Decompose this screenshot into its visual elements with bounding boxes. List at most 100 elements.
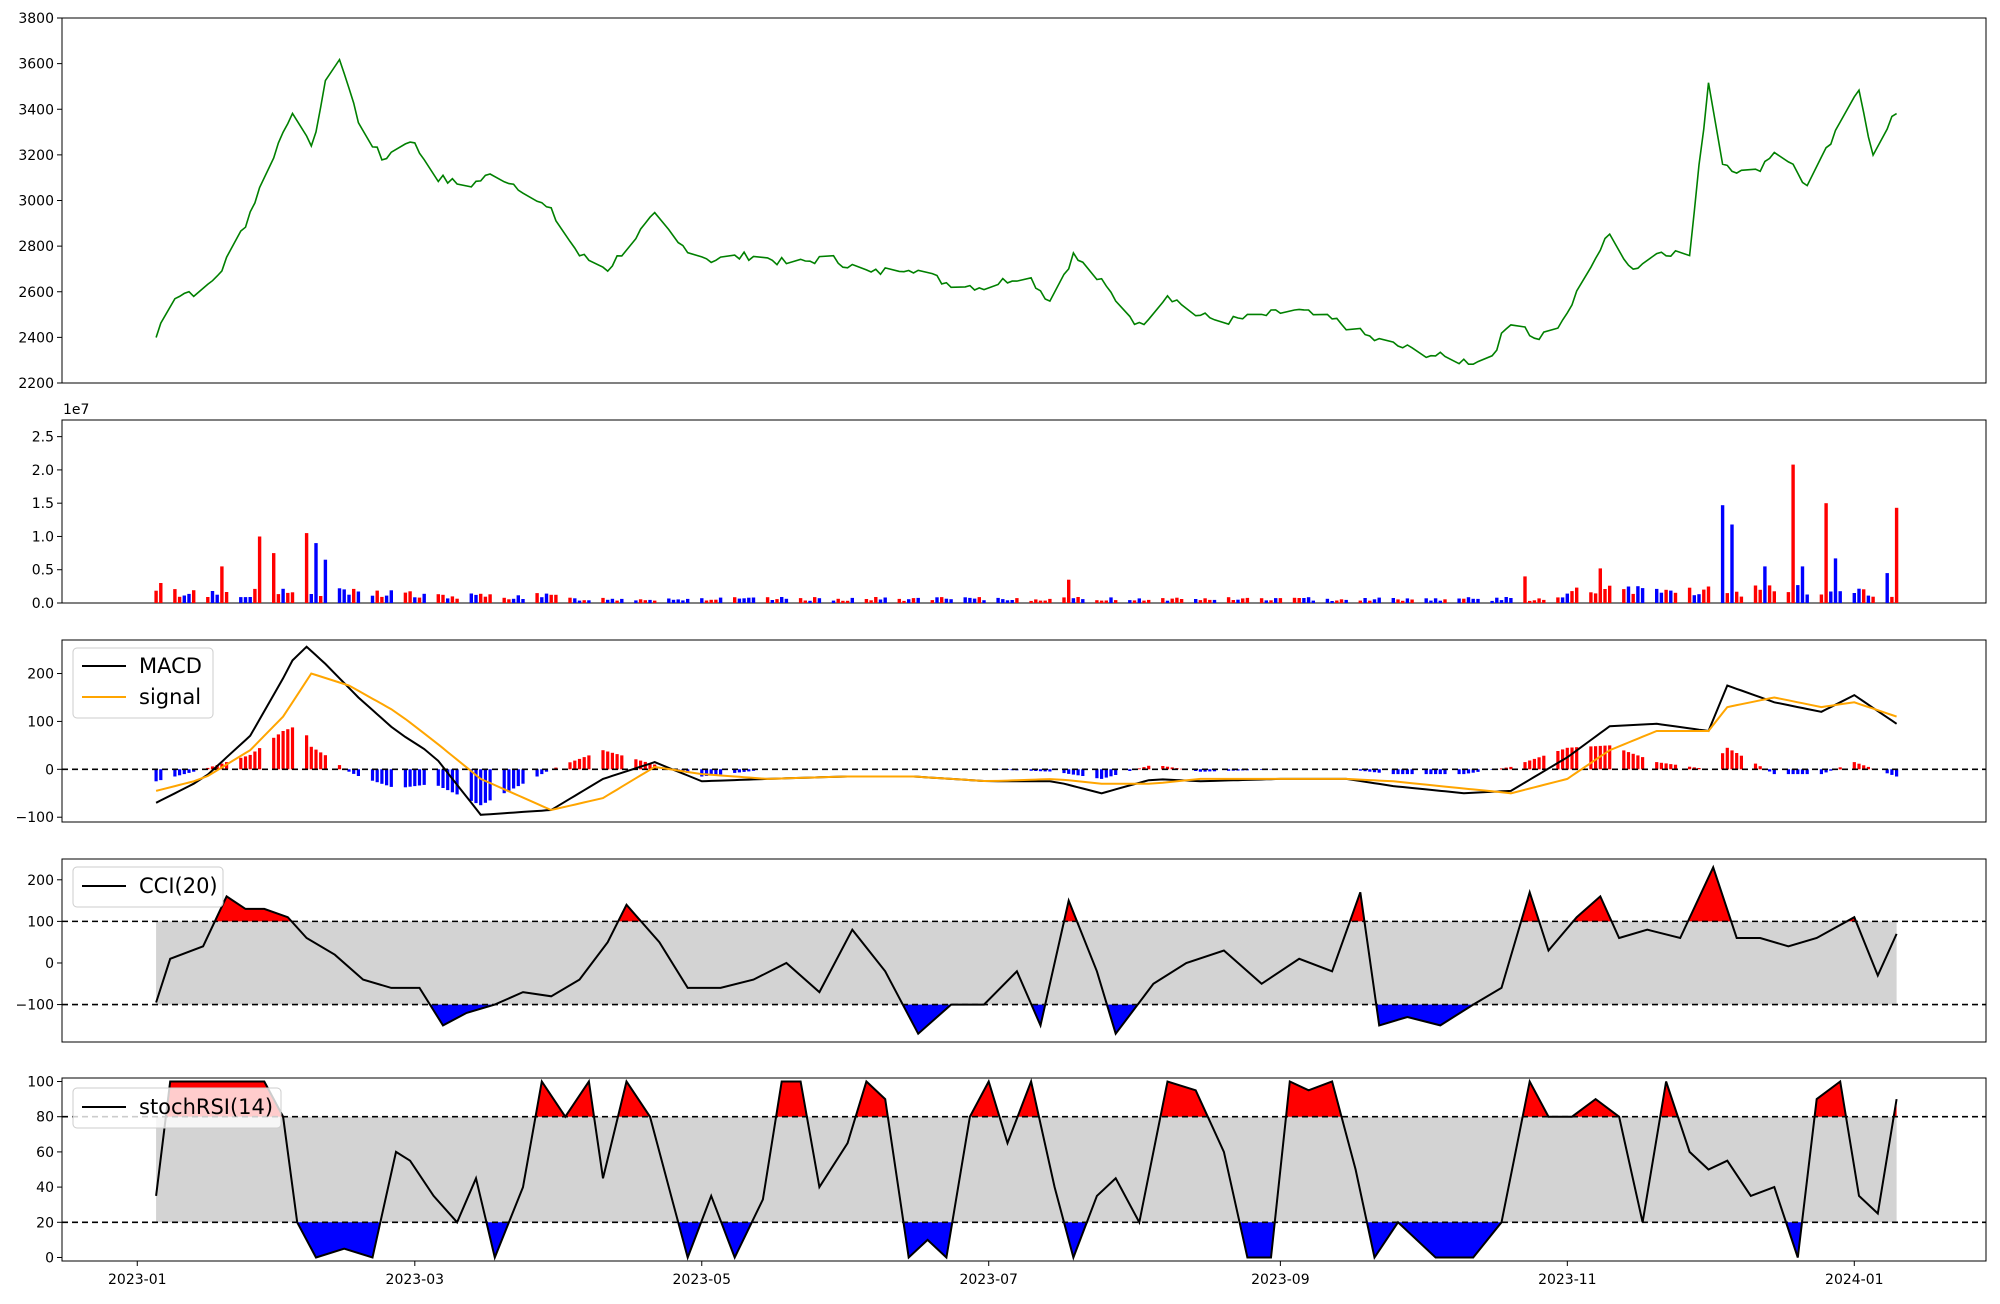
- stochrsi-ytick-label: 20: [36, 1215, 54, 1231]
- date-xtick-label: 2024-01: [1825, 1272, 1884, 1288]
- volume-bar: [310, 594, 313, 603]
- volume-bar: [437, 594, 440, 603]
- macd-histogram-bar: [512, 769, 515, 788]
- volume-bar: [474, 595, 477, 603]
- volume-bar: [742, 598, 745, 603]
- volume-bar: [1161, 598, 1164, 603]
- volume-bar: [357, 592, 360, 604]
- volume-bar: [1034, 599, 1037, 603]
- volume-bar: [1829, 592, 1832, 604]
- volume-bar: [343, 589, 346, 603]
- macd-histogram-bar: [437, 769, 440, 786]
- volume-bar: [1801, 566, 1804, 603]
- volume-bar: [418, 598, 421, 603]
- volume-bar: [535, 593, 538, 603]
- price-frame: [62, 18, 1986, 383]
- volume-bar: [1067, 580, 1070, 603]
- volume-bar: [281, 589, 284, 603]
- macd-histogram-bar: [1895, 769, 1898, 776]
- volume-bar: [1213, 600, 1216, 603]
- volume-bar: [1462, 599, 1465, 603]
- volume-bar: [1302, 598, 1305, 603]
- volume-bar: [1622, 589, 1625, 603]
- volume-bar: [945, 599, 948, 603]
- volume-bar: [973, 599, 976, 603]
- volume-bar: [239, 597, 242, 603]
- volume-bar: [1298, 598, 1301, 603]
- volume-bar: [935, 597, 938, 603]
- volume-bar: [1796, 585, 1799, 603]
- volume-bar: [1566, 594, 1569, 603]
- volume-bar: [644, 600, 647, 603]
- volume-bar: [253, 589, 256, 603]
- volume-bar: [1142, 601, 1145, 603]
- volume-bar: [601, 598, 604, 603]
- macd-histogram-bar: [155, 769, 158, 781]
- volume-bar: [545, 594, 548, 603]
- volume-bar: [512, 599, 515, 603]
- volume-bar: [1594, 593, 1597, 603]
- macd-histogram-bar: [719, 769, 722, 774]
- price-ytick-label: 3600: [18, 57, 54, 73]
- volume-bar: [1759, 590, 1762, 603]
- volume-bar: [286, 593, 289, 603]
- macd-histogram-bar: [291, 727, 294, 769]
- volume-bar: [1505, 597, 1508, 603]
- volume-ytick-label: 0.5: [32, 563, 54, 579]
- stochrsi-oversold-fill: [1240, 1222, 1275, 1257]
- volume-bar: [1265, 600, 1268, 603]
- volume-bar: [408, 591, 411, 603]
- volume-bar: [291, 592, 294, 603]
- macd-histogram-bar: [489, 769, 492, 800]
- macd-histogram-bar: [1688, 767, 1691, 770]
- macd-histogram-bar: [1439, 769, 1442, 774]
- volume-bar: [766, 597, 769, 603]
- volume-bar: [1109, 597, 1112, 603]
- macd-histogram-bar: [1208, 769, 1211, 771]
- macd-histogram-bar: [1829, 769, 1832, 770]
- volume-bar: [154, 591, 157, 603]
- macd-histogram-bar: [390, 769, 393, 787]
- volume-bar: [1236, 600, 1239, 603]
- volume-bar: [714, 600, 717, 603]
- volume-bar: [1128, 600, 1131, 603]
- volume-bar: [1636, 586, 1639, 603]
- macd-histogram-bar: [1627, 752, 1630, 769]
- volume-bar: [1138, 598, 1141, 603]
- volume-bar: [550, 595, 553, 603]
- volume-bar: [1293, 598, 1296, 603]
- cci-legend-label: CCI(20): [139, 874, 218, 898]
- volume-bar: [314, 543, 317, 603]
- macd-histogram-bar: [305, 735, 308, 769]
- volume-bar: [1307, 597, 1310, 603]
- volume-bar: [1871, 597, 1874, 603]
- stochrsi-ytick-label: 0: [45, 1250, 54, 1266]
- volume-bar: [672, 600, 675, 603]
- macd-histogram-bar: [536, 769, 539, 776]
- volume-bar: [1627, 587, 1630, 604]
- macd-histogram-bar: [484, 769, 487, 803]
- volume-bar: [1890, 597, 1893, 603]
- volume-bar: [1076, 597, 1079, 603]
- volume-bar: [1839, 591, 1842, 603]
- volume-bar: [1537, 598, 1540, 603]
- volume-bar: [1467, 597, 1470, 603]
- stochrsi-ytick-label: 80: [36, 1110, 54, 1126]
- macd-histogram-bar: [1368, 769, 1371, 771]
- macd-histogram-bar: [159, 769, 162, 780]
- volume-bar: [1274, 598, 1277, 603]
- volume-bar: [785, 599, 788, 603]
- macd-histogram-bar: [1048, 769, 1051, 771]
- volume-bar: [1857, 589, 1860, 603]
- cci-ytick-label: 100: [27, 914, 54, 930]
- price-ytick-label: 2800: [18, 239, 54, 255]
- volume-ytick-label: 2.0: [32, 463, 54, 479]
- volume-bar: [1180, 599, 1183, 603]
- volume-bar: [507, 599, 510, 603]
- volume-bar: [898, 599, 901, 603]
- macd-histogram-bar: [249, 755, 252, 769]
- volume-bar: [1194, 599, 1197, 603]
- volume-bar: [220, 566, 223, 603]
